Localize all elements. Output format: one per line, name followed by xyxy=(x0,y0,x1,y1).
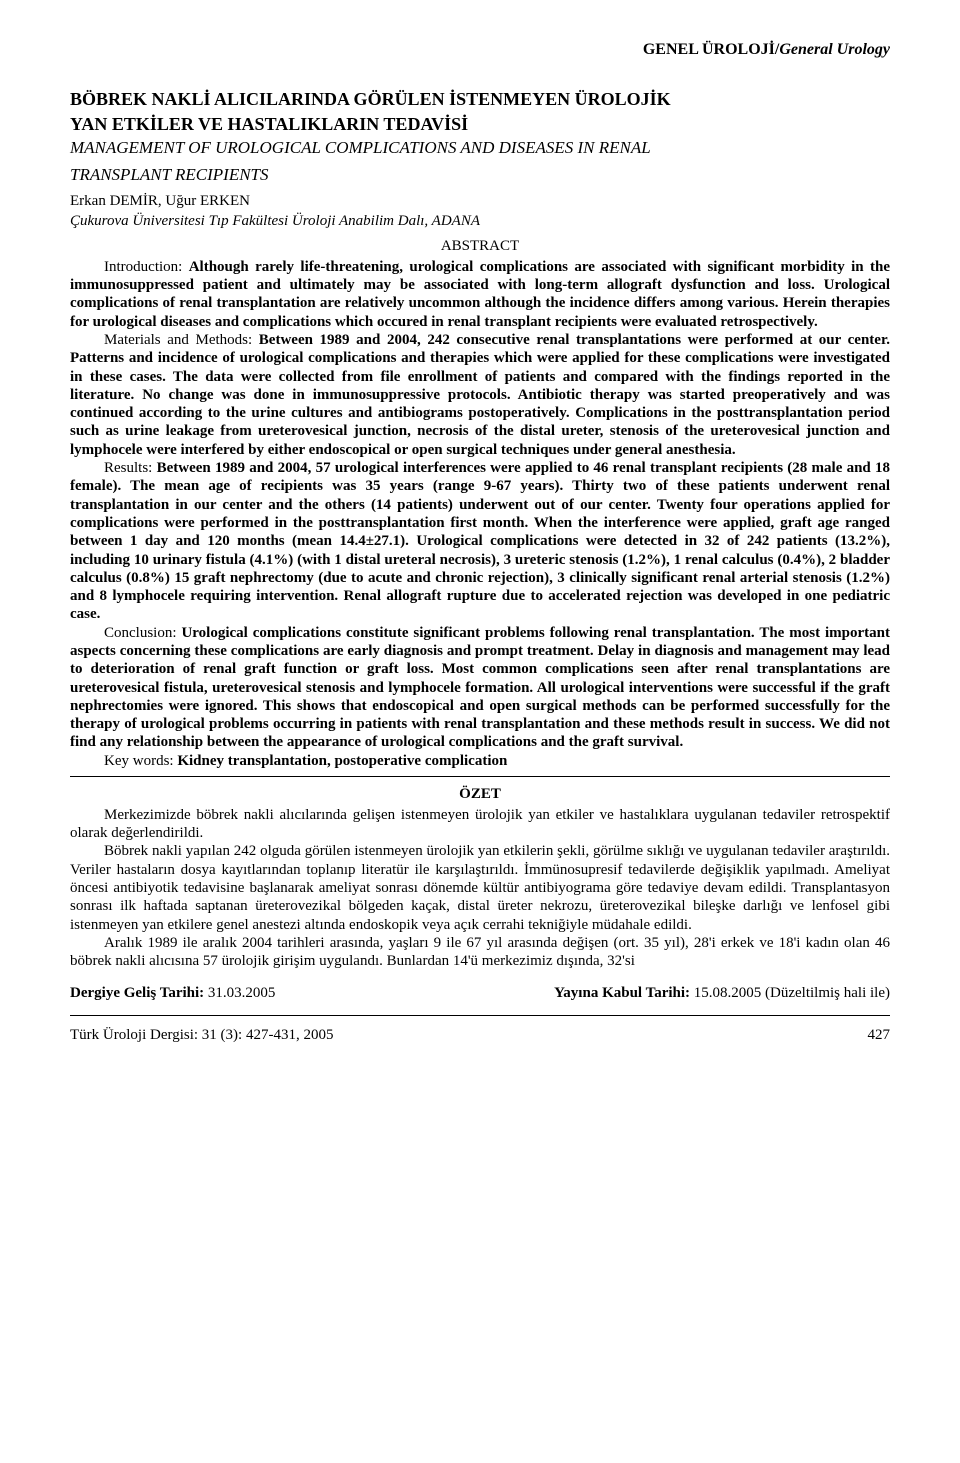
authors: Erkan DEMİR, Uğur ERKEN xyxy=(70,192,890,211)
abstract-keywords: Key words: Kidney transplantation, posto… xyxy=(70,752,890,770)
affiliation: Çukurova Üniversitesi Tıp Fakültesi Ürol… xyxy=(70,212,890,231)
journal-citation: Türk Üroloji Dergisi: 31 (3): 427-431, 2… xyxy=(70,1026,333,1045)
abstract-conclusion: Conclusion: Urological complications con… xyxy=(70,624,890,752)
dates-row: Dergiye Geliş Tarihi: 31.03.2005 Yayına … xyxy=(70,984,890,1003)
abstract-label: ABSTRACT xyxy=(70,237,890,256)
accepted-date: Yayına Kabul Tarihi: 15.08.2005 (Düzelti… xyxy=(554,984,890,1003)
ozet-p2: Böbrek nakli yapılan 242 olguda görülen … xyxy=(70,842,890,933)
ozet-label: ÖZET xyxy=(70,785,890,804)
conclusion-text: Urological complications constitute sign… xyxy=(70,625,890,751)
section-header: GENEL ÜROLOJİ/General Urology xyxy=(70,40,890,60)
section-header-italic: General Urology xyxy=(779,41,890,58)
intro-text: Although rarely life-threatening, urolog… xyxy=(70,259,890,330)
intro-lead: Introduction: xyxy=(104,259,189,275)
ozet-p1: Merkezimizde böbrek nakli alıcılarında g… xyxy=(70,806,890,843)
ozet-p3: Aralık 1989 ile aralık 2004 tarihleri ar… xyxy=(70,934,890,971)
conclusion-lead: Conclusion: xyxy=(104,625,181,641)
materials-lead: Materials and Methods: xyxy=(104,332,259,348)
abstract-body: Introduction: Although rarely life-threa… xyxy=(70,258,890,770)
title-turkish-line2: YAN ETKİLER VE HASTALIKLARIN TEDAVİSİ xyxy=(70,113,890,136)
section-header-bold: GENEL ÜROLOJİ/ xyxy=(643,41,779,58)
title-turkish-line1: BÖBREK NAKLİ ALICILARINDA GÖRÜLEN İSTENM… xyxy=(70,88,890,111)
abstract-results: Results: Between 1989 and 2004, 57 urolo… xyxy=(70,459,890,624)
received-label: Dergiye Geliş Tarihi: xyxy=(70,985,208,1001)
keywords-lead: Key words: xyxy=(104,753,177,769)
footer-row: Türk Üroloji Dergisi: 31 (3): 427-431, 2… xyxy=(70,1026,890,1045)
materials-text: Between 1989 and 2004, 242 consecutive r… xyxy=(70,332,890,458)
abstract-introduction: Introduction: Although rarely life-threa… xyxy=(70,258,890,331)
abstract-materials: Materials and Methods: Between 1989 and … xyxy=(70,331,890,459)
keywords-text: Kidney transplantation, postoperative co… xyxy=(177,753,507,769)
received-date: Dergiye Geliş Tarihi: 31.03.2005 xyxy=(70,984,275,1003)
ozet-body: Merkezimizde böbrek nakli alıcılarında g… xyxy=(70,806,890,971)
title-english-line2: TRANSPLANT RECIPIENTS xyxy=(70,164,890,185)
results-text: Between 1989 and 2004, 57 urological int… xyxy=(70,460,890,622)
title-english-line1: MANAGEMENT OF UROLOGICAL COMPLICATIONS A… xyxy=(70,137,890,158)
page-number: 427 xyxy=(868,1026,891,1045)
received-value: 31.03.2005 xyxy=(208,985,276,1001)
divider-rule xyxy=(70,776,890,777)
accepted-label: Yayına Kabul Tarihi: xyxy=(554,985,694,1001)
footer-rule xyxy=(70,1015,890,1016)
accepted-value: 15.08.2005 (Düzeltilmiş hali ile) xyxy=(694,985,890,1001)
results-lead: Results: xyxy=(104,460,157,476)
